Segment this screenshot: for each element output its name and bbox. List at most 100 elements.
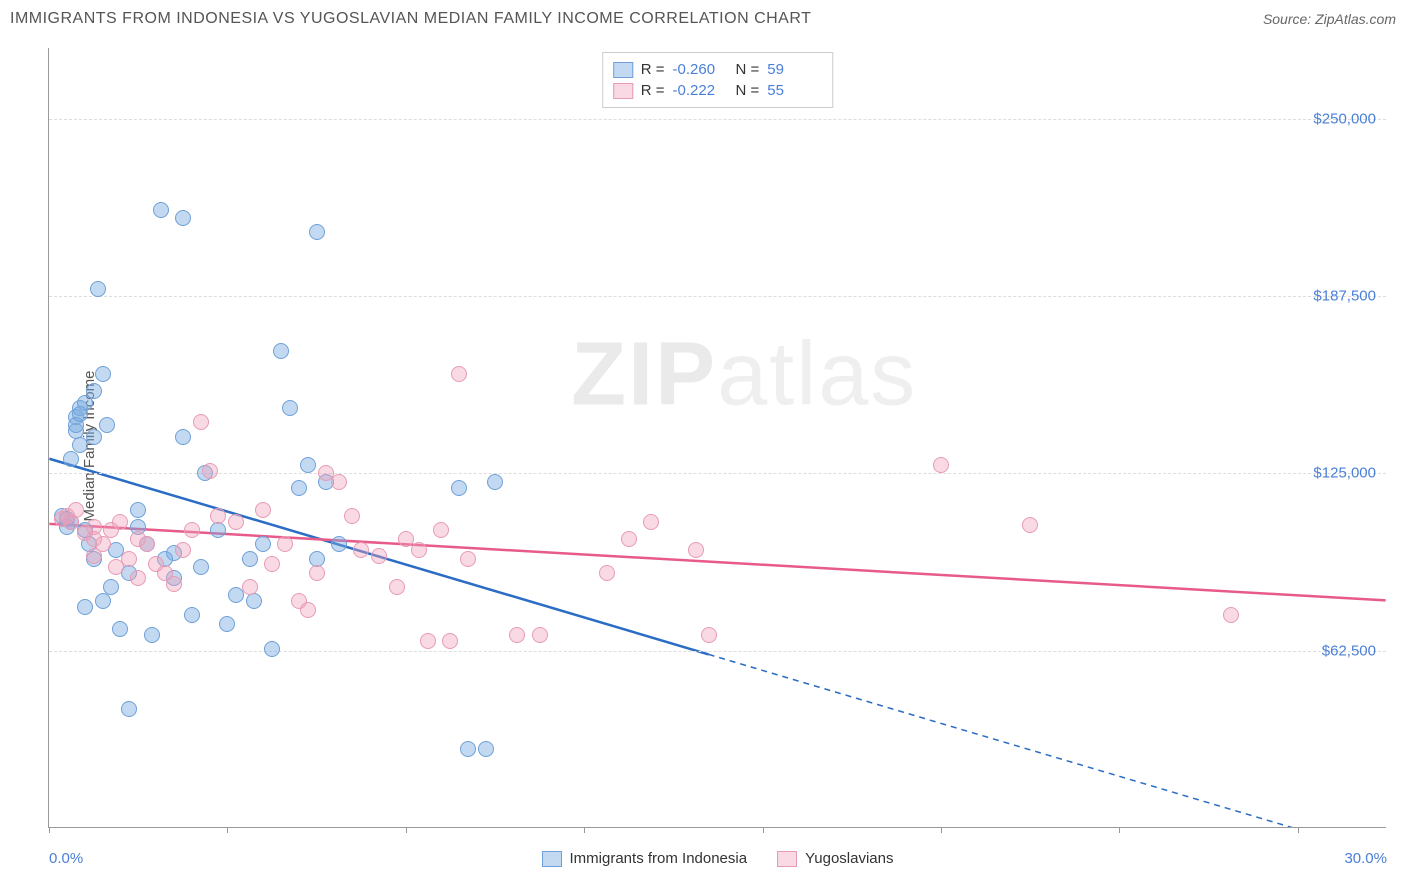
scatter-plot-area: ZIPatlas R = -0.260 N = 59 R = -0.222 N … [48,48,1386,828]
data-point-yugoslavia [300,602,316,618]
data-point-yugoslavia [331,474,347,490]
watermark: ZIPatlas [571,324,917,427]
data-point-yugoslavia [353,542,369,558]
legend-row-indonesia: R = -0.260 N = 59 [613,59,823,80]
title-bar: IMMIGRANTS FROM INDONESIA VS YUGOSLAVIAN… [10,10,1396,28]
data-point-indonesia [77,599,93,615]
data-point-yugoslavia [108,559,124,575]
data-point-indonesia [99,417,115,433]
data-point-indonesia [121,701,137,717]
data-point-indonesia [451,480,467,496]
data-point-yugoslavia [451,366,467,382]
data-point-indonesia [291,480,307,496]
data-point-yugoslavia [1223,607,1239,623]
data-point-indonesia [460,741,476,757]
y-tick-label: $125,000 [1313,465,1376,482]
legend-label-yugoslavia: Yugoslavians [805,850,893,867]
data-point-indonesia [153,202,169,218]
data-point-yugoslavia [264,556,280,572]
chart-title: IMMIGRANTS FROM INDONESIA VS YUGOSLAVIAN… [10,10,811,28]
n-value-indonesia: 59 [767,61,822,78]
data-point-yugoslavia [139,536,155,552]
y-tick-label: $62,500 [1322,642,1376,659]
data-point-indonesia [72,406,88,422]
x-tick-label: 0.0% [49,850,83,867]
data-point-indonesia [264,641,280,657]
data-point-yugoslavia [86,548,102,564]
data-point-indonesia [103,579,119,595]
data-point-yugoslavia [175,542,191,558]
data-point-yugoslavia [398,531,414,547]
data-point-yugoslavia [112,514,128,530]
source-attribution: Source: ZipAtlas.com [1263,11,1396,27]
data-point-yugoslavia [621,531,637,547]
r-label: R = [641,61,665,78]
n-value-yugoslavia: 55 [767,82,822,99]
data-point-indonesia [175,429,191,445]
n-label: N = [736,82,760,99]
data-point-yugoslavia [643,514,659,530]
x-tick [1119,827,1120,833]
data-point-yugoslavia [411,542,427,558]
data-point-indonesia [246,593,262,609]
y-tick-label: $250,000 [1313,110,1376,127]
data-point-indonesia [90,281,106,297]
data-point-yugoslavia [309,565,325,581]
watermark-atlas: atlas [717,325,917,425]
correlation-legend: R = -0.260 N = 59 R = -0.222 N = 55 [602,52,834,108]
r-label: R = [641,82,665,99]
trend-line-extrapolated-indonesia [709,654,1386,827]
data-point-yugoslavia [389,579,405,595]
data-point-yugoslavia [255,502,271,518]
data-point-indonesia [487,474,503,490]
data-point-yugoslavia [184,522,200,538]
data-point-indonesia [478,741,494,757]
data-point-yugoslavia [933,457,949,473]
data-point-yugoslavia [371,548,387,564]
swatch-yugoslavia [777,851,797,867]
series-legend: Immigrants from Indonesia Yugoslavians [542,850,894,867]
x-tick [406,827,407,833]
data-point-yugoslavia [228,514,244,530]
data-point-indonesia [112,621,128,637]
r-value-indonesia: -0.260 [673,61,728,78]
data-point-yugoslavia [509,627,525,643]
data-point-yugoslavia [433,522,449,538]
data-point-indonesia [300,457,316,473]
data-point-yugoslavia [460,551,476,567]
gridline-h [49,119,1386,120]
gridline-h [49,296,1386,297]
data-point-yugoslavia [420,633,436,649]
x-tick [227,827,228,833]
legend-item-indonesia: Immigrants from Indonesia [542,850,748,867]
data-point-yugoslavia [344,508,360,524]
data-point-yugoslavia [442,633,458,649]
data-point-indonesia [95,593,111,609]
swatch-indonesia [613,62,633,78]
x-tick [584,827,585,833]
data-point-yugoslavia [701,627,717,643]
legend-row-yugoslavia: R = -0.222 N = 55 [613,80,823,101]
data-point-yugoslavia [210,508,226,524]
gridline-h [49,651,1386,652]
data-point-indonesia [144,627,160,643]
data-point-indonesia [219,616,235,632]
data-point-yugoslavia [193,414,209,430]
data-point-yugoslavia [54,511,70,527]
data-point-indonesia [193,559,209,575]
legend-item-yugoslavia: Yugoslavians [777,850,893,867]
x-tick [763,827,764,833]
data-point-indonesia [63,451,79,467]
watermark-zip: ZIP [571,325,717,425]
data-point-indonesia [86,383,102,399]
data-point-indonesia [255,536,271,552]
x-tick [941,827,942,833]
data-point-yugoslavia [277,536,293,552]
data-point-indonesia [184,607,200,623]
x-tick [49,827,50,833]
data-point-indonesia [331,536,347,552]
legend-label-indonesia: Immigrants from Indonesia [570,850,748,867]
swatch-yugoslavia [613,83,633,99]
data-point-yugoslavia [202,463,218,479]
x-tick [1298,827,1299,833]
